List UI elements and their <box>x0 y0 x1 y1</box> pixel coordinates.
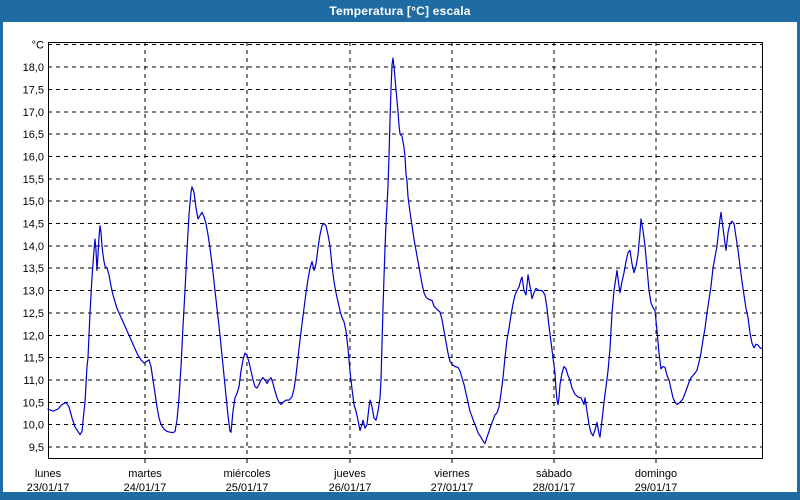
x-day-name-label: lunes <box>35 468 62 480</box>
y-tick-label: 13,5 <box>23 263 44 275</box>
x-day-name-label: viernes <box>434 468 470 480</box>
y-tick-label: 11,5 <box>23 353 44 365</box>
x-day-name-label: sábado <box>536 468 572 480</box>
y-tick-label: 17,0 <box>23 107 44 119</box>
y-tick-label: 15,0 <box>23 196 44 208</box>
y-tick-label: 12,0 <box>23 330 44 342</box>
y-tick-label: 17,5 <box>23 84 44 96</box>
x-day-name-label: miércoles <box>223 468 271 480</box>
y-tick-label: 14,0 <box>23 241 44 253</box>
x-day-date-label: 23/01/17 <box>27 482 70 494</box>
y-tick-label: 16,0 <box>23 151 44 163</box>
y-tick-label: 9,5 <box>29 442 44 454</box>
y-tick-label: 10,5 <box>23 397 44 409</box>
x-day-date-label: 28/01/17 <box>533 482 576 494</box>
x-day-name-label: martes <box>128 468 162 480</box>
titlebar: Temperatura [°C] escala <box>0 0 800 22</box>
x-day-name-label: domingo <box>635 468 677 480</box>
x-day-name-label: jueves <box>333 468 366 480</box>
x-day-date-label: 29/01/17 <box>635 482 678 494</box>
x-day-date-label: 25/01/17 <box>226 482 269 494</box>
x-day-date-label: 24/01/17 <box>124 482 167 494</box>
x-day-date-label: 26/01/17 <box>329 482 372 494</box>
x-day-date-label: 27/01/17 <box>431 482 474 494</box>
plot-border <box>48 42 763 459</box>
window-title: Temperatura [°C] escala <box>329 4 471 18</box>
y-tick-label: 14,5 <box>23 219 44 231</box>
y-tick-label: 10,0 <box>23 420 44 432</box>
y-tick-label: 15,5 <box>23 174 44 186</box>
y-tick-label: 12,5 <box>23 308 44 320</box>
y-tick-label: 11,0 <box>23 375 44 387</box>
y-tick-label: 13,0 <box>23 286 44 298</box>
y-axis-unit-label: °C <box>32 40 44 52</box>
y-tick-label: 16,5 <box>23 129 44 141</box>
y-tick-label: 18,0 <box>23 62 44 74</box>
temperature-line <box>47 57 763 444</box>
